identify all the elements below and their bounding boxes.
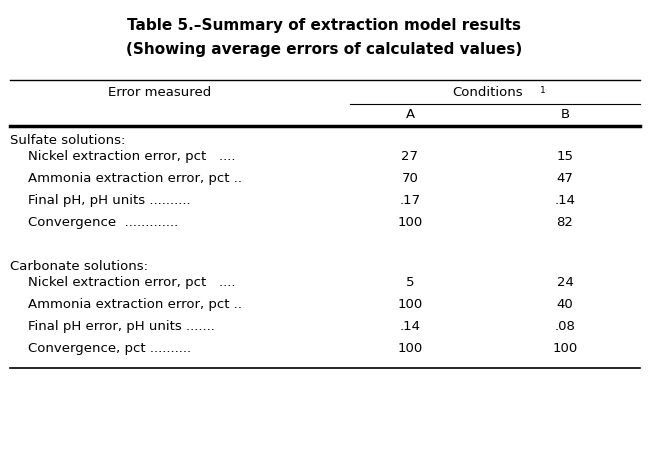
Text: 100: 100: [397, 216, 422, 229]
Text: 15: 15: [556, 150, 574, 163]
Text: 27: 27: [402, 150, 419, 163]
Text: 24: 24: [557, 276, 574, 289]
Text: Conditions: Conditions: [452, 86, 523, 99]
Text: .14: .14: [400, 320, 421, 333]
Text: .14: .14: [554, 194, 576, 207]
Text: 40: 40: [557, 298, 573, 311]
Text: Nickel extraction error, pct   ....: Nickel extraction error, pct ....: [28, 276, 236, 289]
Text: Final pH, pH units ..........: Final pH, pH units ..........: [28, 194, 191, 207]
Text: .17: .17: [399, 194, 421, 207]
Text: Table 5.–Summary of extraction model results: Table 5.–Summary of extraction model res…: [127, 18, 521, 33]
Text: Nickel extraction error, pct   ....: Nickel extraction error, pct ....: [28, 150, 236, 163]
Text: Convergence, pct ..........: Convergence, pct ..........: [28, 342, 191, 355]
Text: 100: 100: [397, 298, 422, 311]
Text: Ammonia extraction error, pct ..: Ammonia extraction error, pct ..: [28, 298, 242, 311]
Text: .08: .08: [554, 320, 576, 333]
Text: Error measured: Error measured: [108, 86, 212, 99]
Text: Ammonia extraction error, pct ..: Ammonia extraction error, pct ..: [28, 172, 242, 185]
Text: 47: 47: [557, 172, 574, 185]
Text: (Showing average errors of calculated values): (Showing average errors of calculated va…: [126, 42, 522, 57]
Text: Convergence  .............: Convergence .............: [28, 216, 178, 229]
Text: 100: 100: [552, 342, 578, 355]
Text: B: B: [561, 108, 570, 121]
Text: A: A: [406, 108, 415, 121]
Text: 100: 100: [397, 342, 422, 355]
Text: Carbonate solutions:: Carbonate solutions:: [10, 260, 148, 273]
Text: 1: 1: [539, 86, 545, 95]
Text: 82: 82: [557, 216, 574, 229]
Text: Sulfate solutions:: Sulfate solutions:: [10, 134, 125, 147]
Text: 5: 5: [406, 276, 414, 289]
Text: 70: 70: [402, 172, 419, 185]
Text: Final pH error, pH units .......: Final pH error, pH units .......: [28, 320, 215, 333]
